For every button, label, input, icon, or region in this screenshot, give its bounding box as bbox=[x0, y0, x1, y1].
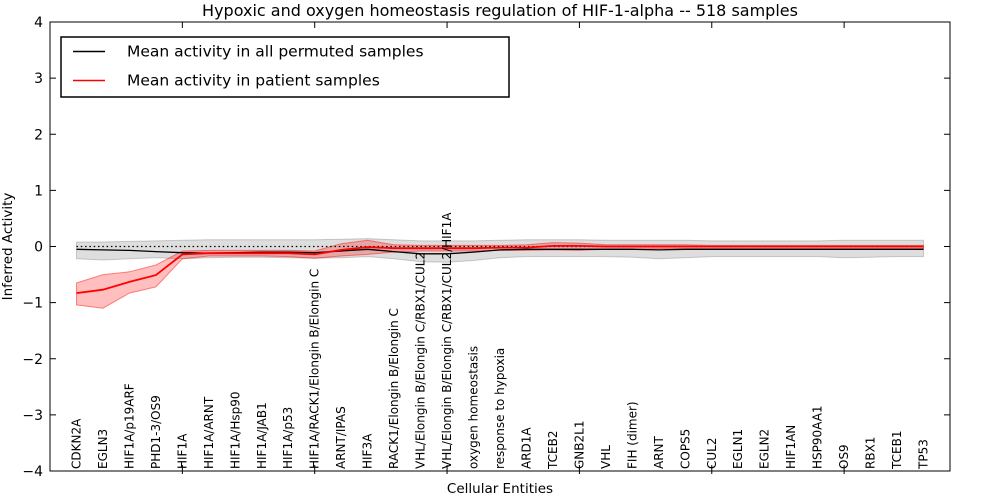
x-tick-label: HIF1A/p19ARF bbox=[122, 383, 136, 469]
x-tick-label: HIF1A/JAB1 bbox=[255, 402, 269, 469]
x-tick-label: FIH (dimer) bbox=[625, 401, 639, 469]
y-tick-label: 3 bbox=[34, 71, 43, 87]
x-tick-label: HIF1A/Hsp90 bbox=[228, 391, 242, 469]
y-axis-label: Inferred Activity bbox=[0, 193, 16, 301]
axes-frame bbox=[49, 21, 951, 472]
x-tick-label: VHL/Elongin B/Elongin C/RBX1/CUL2/HIF1A bbox=[440, 212, 454, 469]
x-tick-label: RACK1/Elongin B/Elongin C bbox=[387, 308, 401, 469]
x-tick-label: EGLN2 bbox=[758, 429, 772, 469]
x-tick-label: oxygen homeostasis bbox=[467, 346, 481, 469]
x-tick-label: VHL bbox=[599, 445, 613, 469]
legend-label-patient: Mean activity in patient samples bbox=[127, 72, 380, 90]
x-tick-label: CUL2 bbox=[705, 438, 719, 469]
y-tick-label: 4 bbox=[34, 15, 43, 31]
mean-line-patient bbox=[76, 244, 924, 294]
x-tick-label: CDKN2A bbox=[70, 418, 84, 469]
x-tick-label: PHD1-3/OS9 bbox=[149, 395, 163, 469]
x-tick-label: ARNT/IPAS bbox=[334, 406, 348, 469]
y-tick-label: 0 bbox=[34, 240, 43, 256]
x-tick-label: ARNT bbox=[652, 435, 666, 469]
x-tick-label: HIF3A bbox=[361, 433, 375, 469]
y-tick-label: −4 bbox=[22, 464, 43, 480]
x-tick-label: VHL/Elongin B/Elongin C/RBX1/CUL2 bbox=[414, 252, 428, 469]
chart-title: Hypoxic and oxygen homeostasis regulatio… bbox=[202, 1, 798, 20]
x-tick-label: EGLN3 bbox=[96, 429, 110, 469]
x-tick-label: response to hypoxia bbox=[493, 348, 507, 469]
y-tick-label: −1 bbox=[22, 296, 43, 312]
legend-label-permuted: Mean activity in all permuted samples bbox=[127, 43, 424, 61]
y-tick-label: −2 bbox=[22, 352, 43, 368]
x-tick-label: GNB2L1 bbox=[572, 421, 586, 469]
y-tick-labels: 4 3 2 1 0 −1 −2 −3 −4 bbox=[22, 15, 43, 480]
x-tick-label: HIF1A/ARNT bbox=[202, 396, 216, 469]
x-tick-label: OS9 bbox=[837, 444, 851, 469]
x-tick-label: RBX1 bbox=[864, 437, 878, 469]
x-tick-labels: CDKN2A EGLN3 HIF1A/p19ARF PHD1-3/OS9 HIF1A HI… bbox=[70, 212, 931, 470]
x-tick-label: TP53 bbox=[917, 439, 931, 470]
x-axis-label: Cellular Entities bbox=[447, 481, 553, 497]
y-tick-label: 1 bbox=[34, 183, 43, 199]
x-tick-label: HIF1A/p53 bbox=[281, 407, 295, 469]
legend-box bbox=[60, 36, 510, 98]
x-tick-label: ARD1A bbox=[520, 427, 534, 469]
x-tick-label: TCEB2 bbox=[546, 431, 560, 470]
x-tick-label: HIF1AN bbox=[784, 425, 798, 469]
legend: Mean activity in all permuted samples Me… bbox=[60, 36, 510, 98]
x-tick-label: TCEB1 bbox=[890, 431, 904, 470]
y-tick-label: 2 bbox=[34, 127, 43, 143]
x-tick-label: EGLN1 bbox=[731, 429, 745, 469]
x-tick-label: COPS5 bbox=[678, 429, 692, 469]
series-lines bbox=[76, 244, 924, 294]
x-tick-label: HIF1A bbox=[175, 433, 189, 469]
x-tick-label: HSP90AA1 bbox=[811, 405, 825, 469]
x-tick-label: HIF1A/RACK1/Elongin B/Elongin C bbox=[308, 269, 322, 469]
y-tick-label: −3 bbox=[22, 408, 43, 424]
